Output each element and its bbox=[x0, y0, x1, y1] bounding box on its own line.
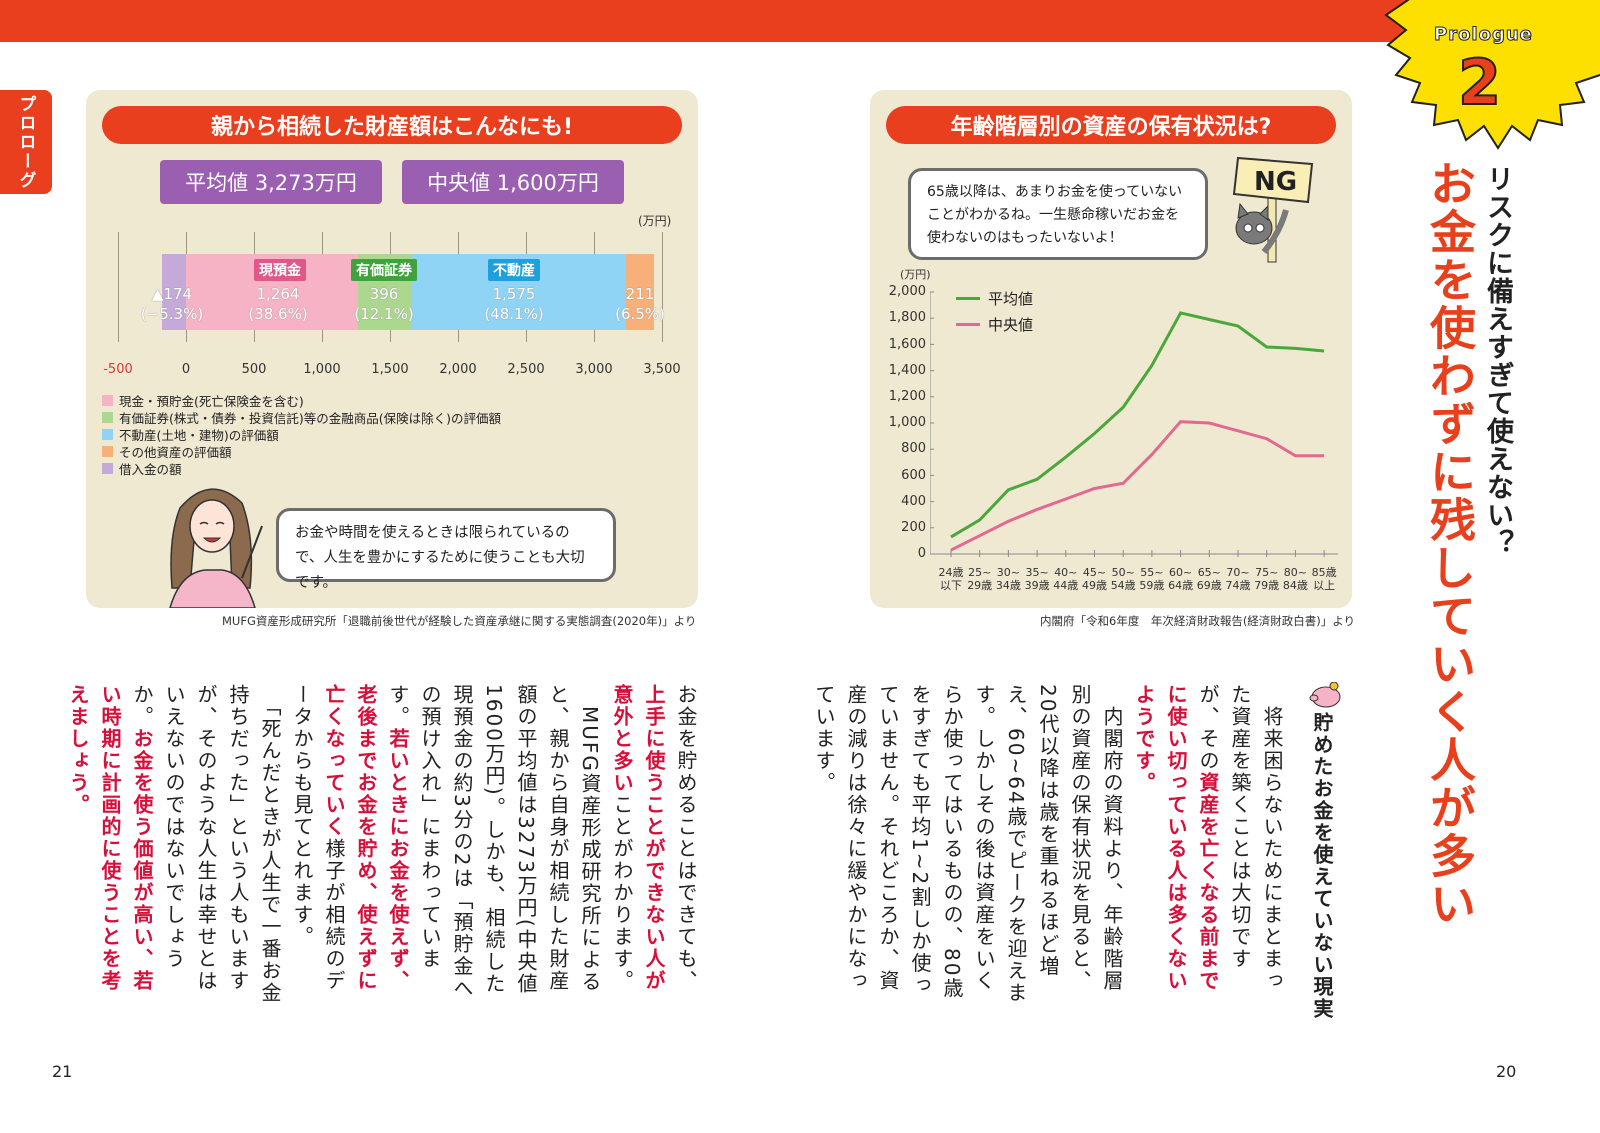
legend-item: その他資産の評価額 bbox=[102, 442, 232, 461]
svg-text:NG: NG bbox=[1254, 167, 1297, 197]
value-other: 211 (6.5%) bbox=[615, 285, 665, 323]
advice-speech-bubble: お金や時間を使えるときは限られているので、人生を豊かにするために使うことも大切で… bbox=[276, 508, 616, 591]
x-tick-label: 25~ 29歳 bbox=[967, 566, 993, 592]
tag-cash: 現預金 bbox=[254, 259, 306, 281]
legend-item: 有価証券(株式・債券・投資信託)等の金融商品(保険は除く)の評価額 bbox=[102, 408, 501, 427]
teacher-woman-illustration bbox=[169, 488, 263, 608]
prologue-number: 2 bbox=[1457, 46, 1502, 119]
page-number-right: 20 bbox=[1496, 1062, 1517, 1081]
header-bar bbox=[0, 0, 1420, 42]
x-tick-label: 85歳 以上 bbox=[1311, 566, 1337, 592]
legend-mean: 平均値 bbox=[956, 288, 1033, 309]
legend-item: 現金・預貯金(死亡保険金を含む) bbox=[102, 391, 304, 410]
bar-segment-debt bbox=[162, 254, 186, 330]
x-tick-label: 65~ 69歳 bbox=[1196, 566, 1222, 592]
section-heading: 貯めたお金を使えていない現実 bbox=[1310, 712, 1334, 1020]
prologue-label: Prologue bbox=[1434, 24, 1533, 46]
legend-item: 不動産(土地・建物)の評価額 bbox=[102, 425, 279, 444]
legend-item: 借入金の額 bbox=[102, 459, 182, 478]
chapter-tab: プロローグ bbox=[0, 90, 52, 194]
value-realestate: 1,575 (48.1%) bbox=[484, 285, 544, 323]
value-cash: 1,264 (38.6%) bbox=[248, 285, 308, 323]
x-tick-label: 30~ 34歳 bbox=[995, 566, 1021, 592]
cat-ng-sign-illustration: NG bbox=[1232, 156, 1314, 263]
x-tick-label: 35~ 39歳 bbox=[1024, 566, 1050, 592]
inheritance-figure-title: 親から相続した財産額はこんなにも! bbox=[102, 106, 682, 144]
page-number-left: 21 bbox=[52, 1062, 73, 1081]
piggy-bank-icon bbox=[1309, 682, 1341, 708]
x-tick-label: 75~ 79歳 bbox=[1254, 566, 1280, 592]
x-tick-label: 80~ 84歳 bbox=[1282, 566, 1308, 592]
prologue-burst-icon bbox=[1384, 0, 1600, 150]
chapter-subtitle: リスクに備えすぎて使えない？ bbox=[1482, 165, 1513, 557]
median-badge: 中央値 1,600万円 bbox=[402, 160, 624, 204]
mean-badge: 平均値 3,273万円 bbox=[160, 160, 382, 204]
left-figure-source: MUFG資産形成研究所「退職前後世代が経験した資産承継に関する実態調査(2020… bbox=[222, 614, 697, 628]
unit-label: (万円) bbox=[638, 214, 672, 228]
tag-securities: 有価証券 bbox=[351, 259, 417, 281]
right-figure-source: 内閣府「令和6年度 年次経済財政報告(経済財政白書)」より bbox=[1040, 614, 1356, 628]
cat-speech-bubble: 65歳以降は、あまりお金を使っていないことがわかるね。一生懸命稼いだお金を使わな… bbox=[908, 168, 1208, 260]
tag-realestate: 不動産 bbox=[488, 259, 540, 281]
value-securities: 396 (12.1%) bbox=[354, 285, 414, 323]
x-tick-label: 45~ 49歳 bbox=[1082, 566, 1107, 592]
right-page-body: 将来困らないためにまとまった資産を築くことは大切ですが、その資産を亡くなる前まで… bbox=[812, 684, 1284, 1004]
x-tick-label: 50~ 54歳 bbox=[1110, 566, 1136, 592]
x-tick-label: 24歳 以下 bbox=[938, 566, 964, 592]
x-tick-label: 60~ 64歳 bbox=[1168, 566, 1194, 592]
chapter-title: お金を使わずに残していく人が多い bbox=[1423, 160, 1477, 928]
age-assets-line-chart bbox=[930, 291, 1339, 557]
mean-line bbox=[950, 311, 1325, 539]
value-debt: ▲174 (−5.3%) bbox=[140, 285, 204, 323]
age-assets-figure-title: 年齢階層別の資産の保有状況は? bbox=[886, 106, 1336, 144]
legend-median: 中央値 bbox=[956, 314, 1033, 335]
x-tick-label: 40~ 44歳 bbox=[1053, 566, 1079, 592]
x-tick-label: 55~ 59歳 bbox=[1139, 566, 1165, 592]
left-page-body: お金を貯めることはできても、上手に使うことができない人が意外と多いことがわかりま… bbox=[66, 684, 698, 1004]
median-line bbox=[950, 420, 1325, 552]
x-tick-label: 70~ 74歳 bbox=[1225, 566, 1251, 592]
bar-segment-other bbox=[626, 254, 654, 330]
line-chart-unit: (万円) bbox=[900, 268, 931, 281]
